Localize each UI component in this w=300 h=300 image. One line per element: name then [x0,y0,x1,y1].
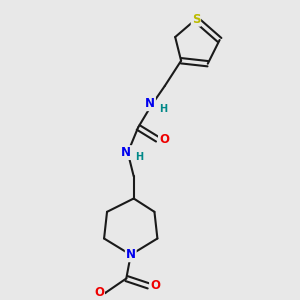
Text: N: N [126,248,136,261]
Text: O: O [94,286,104,299]
Text: N: N [145,97,155,110]
Text: H: H [159,104,167,114]
Text: O: O [150,279,160,292]
Text: H: H [135,152,143,162]
Text: S: S [192,13,200,26]
Text: O: O [159,133,169,146]
Text: N: N [121,146,131,159]
